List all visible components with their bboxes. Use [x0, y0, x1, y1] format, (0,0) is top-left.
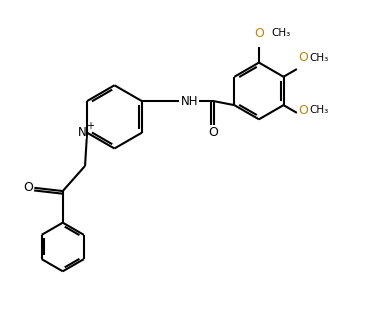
- Text: O: O: [209, 126, 219, 139]
- Text: O: O: [298, 104, 308, 117]
- Text: O: O: [23, 181, 33, 194]
- Text: NH: NH: [181, 95, 198, 108]
- Text: CH₃: CH₃: [309, 53, 328, 63]
- Text: O: O: [298, 51, 308, 64]
- Text: CH₃: CH₃: [271, 28, 291, 38]
- Text: +: +: [86, 121, 94, 131]
- Text: O: O: [254, 27, 264, 40]
- Text: CH₃: CH₃: [309, 105, 328, 114]
- Text: N: N: [77, 126, 86, 139]
